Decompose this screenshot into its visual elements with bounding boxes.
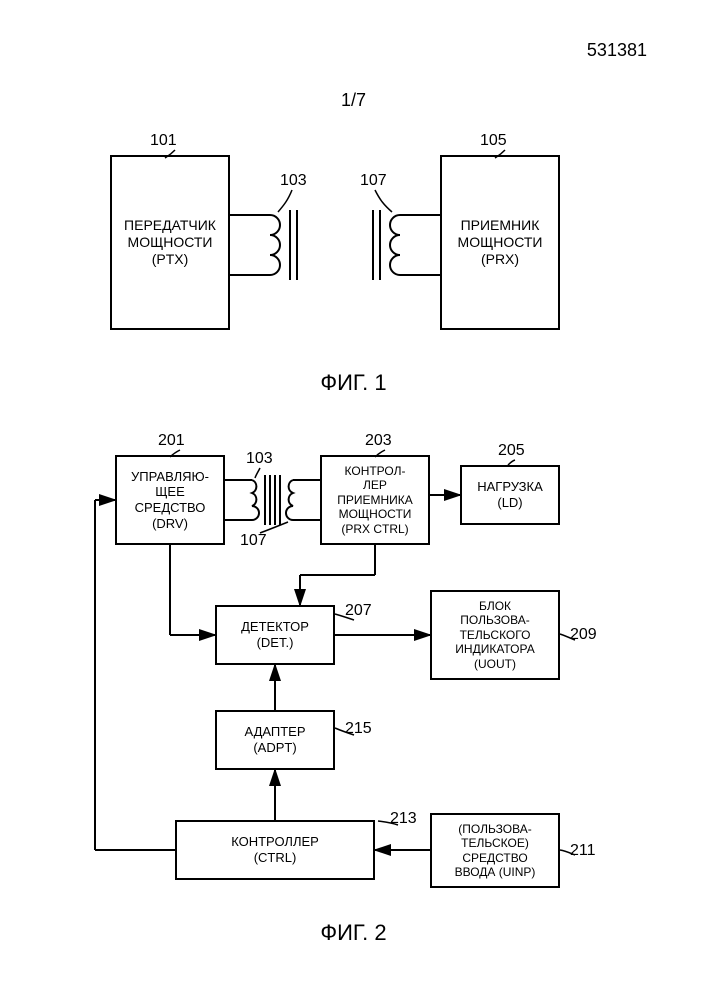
fig2-ctrl-ref: 213 bbox=[390, 810, 417, 828]
fig2-coil-right-ref: 107 bbox=[240, 532, 267, 550]
fig2-uout-l4: ИНДИКАТОРА bbox=[455, 642, 534, 656]
fig2-adpt-ref: 215 bbox=[345, 720, 372, 738]
fig2-adpt-box: АДАПТЕР (ADPT) bbox=[215, 710, 335, 770]
fig2-uinp-l1: (ПОЛЬЗОВА- bbox=[458, 822, 532, 836]
fig2-ld-l1: НАГРУЗКА bbox=[477, 479, 543, 495]
fig2-drv-l1: УПРАВЛЯЮ- bbox=[131, 469, 209, 485]
fig1-coil-right-ref: 107 bbox=[360, 172, 387, 190]
page-fraction: 1/7 bbox=[341, 90, 366, 111]
fig1-prx-box: ПРИЕМНИК МОЩНОСТИ (PRX) bbox=[440, 155, 560, 330]
fig2-uout-box: БЛОК ПОЛЬЗОВА- ТЕЛЬСКОГО ИНДИКАТОРА (UOU… bbox=[430, 590, 560, 680]
fig1-title: ФИГ. 1 bbox=[320, 370, 386, 396]
fig2-det-l2: (DET.) bbox=[257, 635, 294, 651]
fig2-ctrl-box: КОНТРОЛЛЕР (CTRL) bbox=[175, 820, 375, 880]
fig1-prx-ref: 105 bbox=[480, 132, 507, 150]
fig1-ptx-ref: 101 bbox=[150, 132, 177, 150]
fig2-ld-box: НАГРУЗКА (LD) bbox=[460, 465, 560, 525]
fig2-det-l1: ДЕТЕКТОР bbox=[241, 619, 309, 635]
fig2-prxctrl-ref: 203 bbox=[365, 432, 392, 450]
fig1-ptx-l2: МОЩНОСТИ bbox=[128, 234, 213, 251]
fig2-det-ref: 207 bbox=[345, 602, 372, 620]
fig1-ptx-l1: ПЕРЕДАТЧИК bbox=[124, 217, 216, 234]
fig2-uinp-box: (ПОЛЬЗОВА- ТЕЛЬСКОЕ) СРЕДСТВО ВВОДА (UIN… bbox=[430, 813, 560, 888]
fig2-prxctrl-l2: ЛЕР bbox=[363, 478, 387, 492]
fig2-uout-l3: ТЕЛЬСКОГО bbox=[460, 628, 531, 642]
fig2-drv-box: УПРАВЛЯЮ- ЩЕЕ СРЕДСТВО (DRV) bbox=[115, 455, 225, 545]
fig2-uout-l1: БЛОК bbox=[479, 599, 511, 613]
fig1-ptx-l3: (PTX) bbox=[152, 251, 189, 268]
fig2-adpt-l2: (ADPT) bbox=[253, 740, 296, 756]
fig1-prx-l1: ПРИЕМНИК bbox=[461, 217, 540, 234]
fig2-prxctrl-l3: ПРИЕМНИКА bbox=[337, 493, 413, 507]
fig2-drv-l3: СРЕДСТВО bbox=[135, 500, 206, 516]
fig2-drv-l2: ЩЕЕ bbox=[155, 484, 185, 500]
fig2-ld-l2: (LD) bbox=[497, 495, 522, 511]
fig2-ctrl-l2: (CTRL) bbox=[254, 850, 297, 866]
fig2-uinp-l4: ВВОДА (UINP) bbox=[455, 865, 536, 879]
fig2-uout-l5: (UOUT) bbox=[474, 657, 516, 671]
fig2-uout-ref: 209 bbox=[570, 626, 597, 644]
fig2-uinp-ref: 211 bbox=[570, 842, 596, 860]
fig2-drv-l4: (DRV) bbox=[152, 516, 188, 532]
fig2-ld-ref: 205 bbox=[498, 442, 525, 460]
fig2-prxctrl-l1: КОНТРОЛ- bbox=[345, 464, 406, 478]
fig2-uout-l2: ПОЛЬЗОВА- bbox=[460, 613, 530, 627]
fig1-prx-l2: МОЩНОСТИ bbox=[458, 234, 543, 251]
fig1-prx-l3: (PRX) bbox=[481, 251, 519, 268]
fig2-title: ФИГ. 2 bbox=[320, 920, 386, 946]
fig2-prxctrl-l5: (PRX CTRL) bbox=[341, 522, 408, 536]
fig2-prxctrl-box: КОНТРОЛ- ЛЕР ПРИЕМНИКА МОЩНОСТИ (PRX CTR… bbox=[320, 455, 430, 545]
fig2-det-box: ДЕТЕКТОР (DET.) bbox=[215, 605, 335, 665]
fig2-uinp-l2: ТЕЛЬСКОЕ) bbox=[461, 836, 529, 850]
fig1-ptx-box: ПЕРЕДАТЧИК МОЩНОСТИ (PTX) bbox=[110, 155, 230, 330]
fig2-ctrl-l1: КОНТРОЛЛЕР bbox=[231, 834, 319, 850]
fig1-coil-left-ref: 103 bbox=[280, 172, 307, 190]
fig2-uinp-l3: СРЕДСТВО bbox=[462, 851, 527, 865]
fig2-coil-left-ref: 103 bbox=[246, 450, 273, 468]
fig2-drv-ref: 201 bbox=[158, 432, 185, 450]
fig2-prxctrl-l4: МОЩНОСТИ bbox=[339, 507, 412, 521]
fig2-adpt-l1: АДАПТЕР bbox=[244, 724, 305, 740]
page-number-top-right: 531381 bbox=[587, 40, 647, 61]
